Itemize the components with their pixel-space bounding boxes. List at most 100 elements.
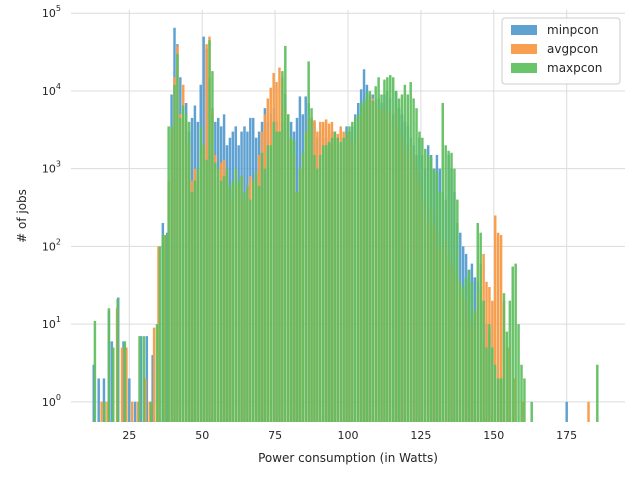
maxpcon-bar — [365, 92, 369, 423]
maxpcon-bar — [336, 137, 340, 423]
maxpcon-bar — [269, 145, 272, 422]
maxpcon-bar — [403, 84, 407, 422]
legend-label: minpcon — [547, 23, 599, 37]
maxpcon-bar — [301, 152, 305, 423]
y-tick-base: 10 — [42, 85, 56, 98]
avgpcon-bar — [100, 401, 103, 422]
y-tick-exponent: 2 — [56, 237, 61, 246]
maxpcon-bar — [179, 117, 182, 422]
maxpcon-bar — [435, 172, 439, 422]
maxpcon-bar — [93, 320, 97, 422]
maxpcon-bar — [508, 300, 512, 422]
maxpcon-bar — [281, 71, 284, 422]
maxpcon-bar — [530, 401, 533, 422]
maxpcon-bar — [286, 114, 290, 422]
maxpcon-bar — [196, 168, 200, 422]
maxpcon-bar — [438, 192, 442, 422]
minpcon-bar — [128, 378, 131, 422]
minpcon-bar — [133, 401, 137, 422]
avgpcon-bar — [496, 232, 500, 422]
maxpcon-bar — [138, 336, 141, 422]
y-tick-exponent: 4 — [56, 82, 61, 91]
maxpcon-bar — [520, 364, 523, 422]
maxpcon-bar — [149, 401, 153, 422]
maxpcon-bar — [327, 142, 331, 423]
maxpcon-bar — [371, 100, 375, 423]
maxpcon-bar — [112, 347, 115, 422]
maxpcon-bar — [432, 168, 436, 422]
maxpcon-bar — [514, 263, 517, 422]
avgpcon-bar — [587, 401, 590, 422]
y-tick-base: 10 — [42, 7, 56, 20]
maxpcon-bar — [409, 82, 412, 422]
y-tick-label: 102 — [42, 237, 61, 253]
maxpcon-bar — [450, 152, 453, 423]
maxpcon-bar — [333, 131, 337, 422]
maxpcon-bar — [342, 137, 345, 423]
maxpcon-bar — [494, 364, 497, 422]
y-axis-label: # of jobs — [15, 189, 29, 243]
maxpcon-bar — [421, 137, 424, 423]
maxpcon-bar — [383, 79, 386, 422]
maxpcon-bar — [479, 232, 482, 422]
x-tick-label: 100 — [338, 429, 359, 442]
maxpcon-bar — [476, 222, 479, 422]
maxpcon-bar — [234, 168, 237, 422]
maxpcon-bar — [502, 293, 506, 422]
minpcon-bar — [139, 336, 143, 422]
maxpcon-bar — [412, 98, 415, 422]
avgpcon-bar — [106, 401, 109, 422]
maxpcon-bar — [214, 162, 217, 422]
y-tick-base: 10 — [42, 240, 56, 253]
maxpcon-bar — [441, 102, 444, 422]
maxpcon-bar — [313, 154, 316, 422]
maxpcon-bar — [374, 86, 377, 422]
avgpcon-bar — [521, 401, 525, 422]
maxpcon-bar — [176, 53, 179, 423]
maxpcon-bar — [596, 364, 599, 422]
maxpcon-bar — [249, 199, 252, 422]
maxpcon-bar — [103, 401, 106, 422]
maxpcon-bar — [505, 331, 509, 422]
maxpcon-bar — [491, 347, 494, 422]
avgpcon-bar — [144, 378, 147, 422]
maxpcon-bar — [321, 145, 325, 422]
avgpcon-bar — [499, 235, 503, 422]
maxpcon-bar — [394, 90, 398, 422]
maxpcon-bar — [173, 84, 176, 422]
avgpcon-bar — [120, 347, 124, 422]
maxpcon-bar — [243, 192, 246, 422]
avgpcon-bar — [130, 401, 134, 422]
legend-swatch — [511, 44, 537, 54]
x-tick-label: 50 — [195, 429, 209, 442]
maxpcon-bar — [307, 61, 310, 422]
maxpcon-bar — [386, 77, 389, 422]
maxpcon-bar — [444, 145, 447, 422]
y-tick-label: 105 — [42, 4, 61, 20]
maxpcon-bar — [348, 126, 351, 423]
maxpcon-bar — [456, 199, 459, 422]
maxpcon-bar — [316, 168, 319, 422]
minpcon-bar — [122, 341, 125, 422]
maxpcon-bar — [237, 180, 240, 422]
maxpcon-bar — [415, 108, 418, 423]
maxpcon-bar — [257, 185, 261, 422]
maxpcon-bar — [225, 168, 229, 422]
bars-layer — [92, 27, 599, 423]
maxpcon-bar — [406, 94, 410, 423]
avgpcon-bar — [163, 235, 166, 422]
y-tick-base: 10 — [42, 318, 56, 331]
y-tick-exponent: 3 — [56, 160, 61, 169]
maxpcon-bar — [275, 131, 278, 422]
maxpcon-bar — [167, 126, 170, 423]
maxpcon-bar — [263, 168, 267, 422]
maxpcon-bar — [473, 310, 477, 422]
maxpcon-bar — [345, 131, 348, 422]
y-tick-base: 10 — [42, 396, 56, 409]
legend-label: avgpcon — [547, 42, 598, 56]
avgpcon-bar — [125, 347, 128, 422]
maxpcon-bar — [182, 105, 185, 422]
avgpcon-bar — [136, 401, 140, 422]
maxpcon-bar — [447, 150, 450, 422]
